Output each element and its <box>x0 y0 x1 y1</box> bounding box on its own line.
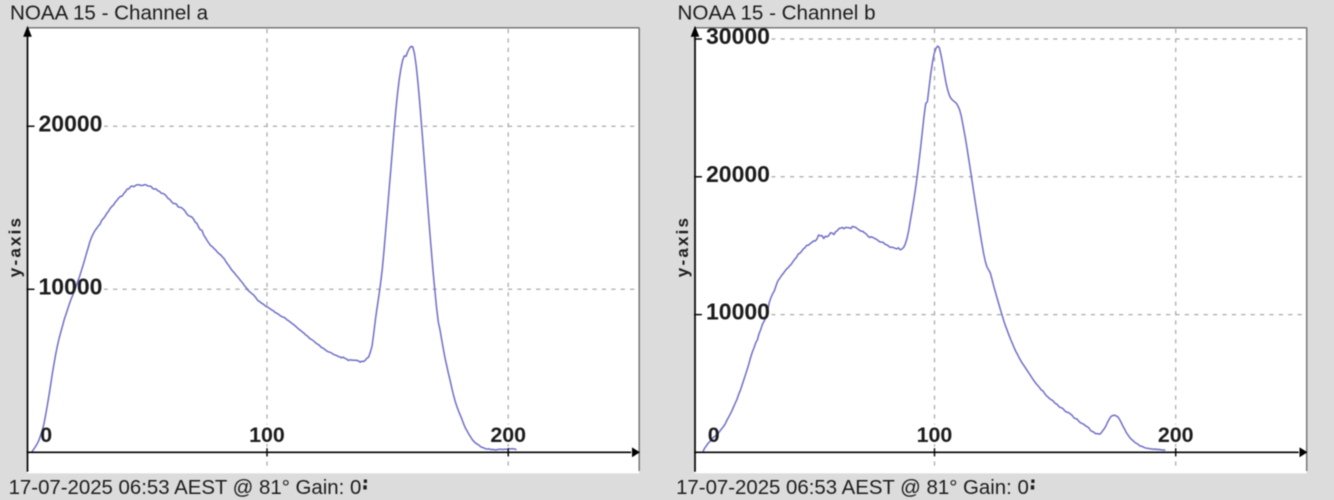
svg-text:0: 0 <box>708 423 720 447</box>
svg-text:30000: 30000 <box>706 23 770 49</box>
svg-text:0: 0 <box>40 423 52 447</box>
svg-text:10000: 10000 <box>706 299 770 325</box>
svg-text:17-07-2025 06:53 AEST @ 81° Ga: 17-07-2025 06:53 AEST @ 81° Gain: 0 <box>676 477 1029 499</box>
svg-text:NOAA 15 - Channel b: NOAA 15 - Channel b <box>678 2 876 25</box>
svg-text:20000: 20000 <box>39 110 103 136</box>
svg-text:y-axis: y-axis <box>673 216 692 277</box>
svg-text:y-axis: y-axis <box>5 216 24 277</box>
svg-text:10000: 10000 <box>39 273 103 299</box>
svg-text:100: 100 <box>249 423 285 447</box>
svg-text:17-07-2025 06:53 AEST @ 81° Ga: 17-07-2025 06:53 AEST @ 81° Gain: 0 <box>9 477 362 499</box>
svg-text:100: 100 <box>917 423 953 447</box>
svg-text:20000: 20000 <box>706 161 770 187</box>
svg-text:200: 200 <box>1158 423 1194 447</box>
svg-text:200: 200 <box>490 423 526 447</box>
svg-text:NOAA 15 - Channel a: NOAA 15 - Channel a <box>10 2 209 25</box>
